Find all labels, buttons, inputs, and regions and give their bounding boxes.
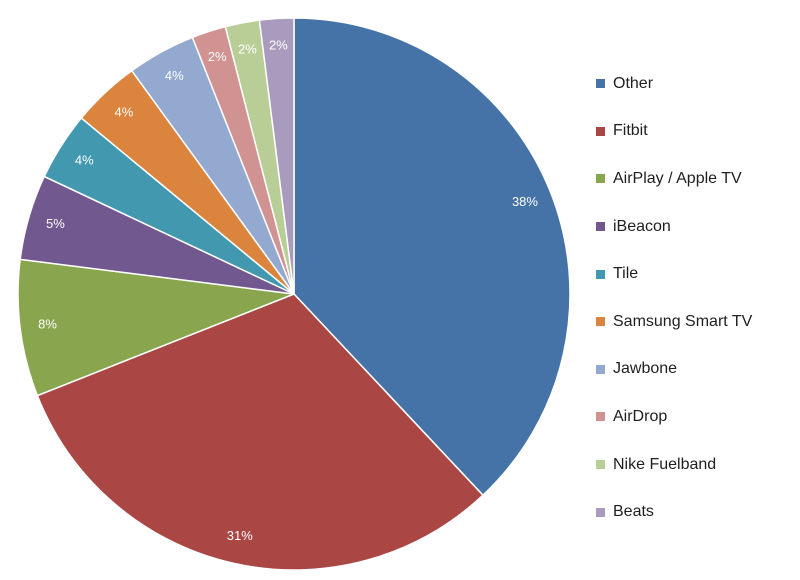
legend-swatch [596,317,605,327]
legend-swatch [596,364,605,374]
pie-slice-airplay-apple-tv [17,258,295,397]
legend-label: Jawbone [613,360,678,378]
legend-item: AirDrop [596,393,752,441]
pie-percent-label: 4% [165,68,184,83]
legend-swatch [596,412,605,422]
pie-slice-beats [258,17,295,295]
legend-label: Fitbit [613,122,648,140]
legend-item: Fitbit [596,108,752,156]
legend-item: Jawbone [596,346,752,394]
legend-label: Other [613,74,654,92]
legend-label: Tile [613,265,639,283]
legend-swatch [596,507,605,517]
pie-percent-label: 2% [238,41,257,56]
legend-label: Nike Fuelband [613,455,717,473]
legend-swatch [596,460,605,470]
legend-label: iBeacon [613,217,671,235]
legend-swatch [596,79,605,89]
chart-legend: Other Fitbit AirPlay / Apple TV iBeacon Tile… [596,60,752,536]
pie-percent-labels: 38% 31% 8% 5% 4% 4% 4% 2% 2% 2% [38,38,538,543]
legend-swatch [596,222,605,232]
pie-percent-label: 2% [269,38,288,53]
legend-label: Samsung Smart TV [613,312,753,330]
legend-item: Samsung Smart TV [596,298,752,346]
pie-percent-label: 4% [115,104,134,119]
legend-item: Beats [596,488,752,536]
pie-percent-label: 4% [75,152,94,167]
pie-slice-other [293,17,571,497]
legend-label: AirDrop [613,407,668,425]
pie-slices [17,17,571,571]
pie-percent-label: 38% [512,194,538,209]
legend-label: AirPlay / Apple TV [613,169,742,187]
legend-swatch [596,269,605,279]
legend-label: Beats [613,503,654,521]
legend-item: Tile [596,250,752,298]
pie-slice-fitbit [36,293,485,571]
pie-percent-label: 8% [38,317,57,332]
legend-item: Nike Fuelband [596,441,752,489]
legend-swatch [596,126,605,136]
legend-item: AirPlay / Apple TV [596,155,752,203]
pie-percent-label: 31% [227,528,253,543]
pie-percent-label: 2% [208,49,227,64]
pie-percent-label: 5% [46,216,65,231]
legend-item: Other [596,60,752,108]
legend-item: iBeacon [596,203,752,251]
legend-swatch [596,174,605,184]
